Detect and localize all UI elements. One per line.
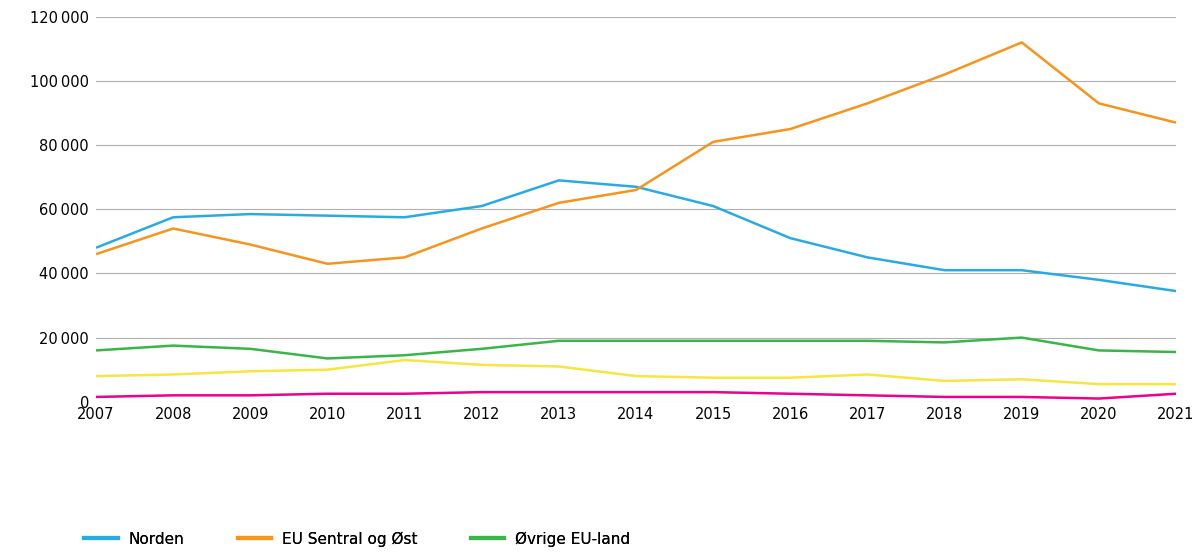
Andre land xyxy=(552,363,566,370)
Line: EU Sentral og Øst: EU Sentral og Øst xyxy=(96,42,1176,264)
Legend: Norden, EU Sentral og Øst, Øvrige EU-land: Norden, EU Sentral og Øst, Øvrige EU-lan… xyxy=(84,532,630,547)
Øst-Europa ellers xyxy=(89,393,103,400)
Øst-Europa ellers xyxy=(1092,395,1106,402)
Øvrige EU-land xyxy=(244,345,258,352)
Øvrige EU-land xyxy=(320,355,335,362)
Øst-Europa ellers xyxy=(629,389,643,396)
Øst-Europa ellers xyxy=(474,389,488,396)
Øst-Europa ellers xyxy=(937,393,952,400)
Andre land xyxy=(1169,381,1183,387)
Øst-Europa ellers xyxy=(784,391,798,397)
EU Sentral og Øst xyxy=(474,225,488,232)
EU Sentral og Øst xyxy=(937,71,952,78)
Andre land xyxy=(397,357,412,363)
Norden xyxy=(244,211,258,218)
Andre land xyxy=(1014,376,1028,383)
Øvrige EU-land xyxy=(89,347,103,354)
Øvrige EU-land xyxy=(784,338,798,344)
Øvrige EU-land xyxy=(1092,347,1106,354)
Norden xyxy=(784,235,798,242)
EU Sentral og Øst xyxy=(629,186,643,194)
Øvrige EU-land xyxy=(166,342,180,349)
Øst-Europa ellers xyxy=(552,389,566,396)
Øst-Europa ellers xyxy=(397,391,412,397)
EU Sentral og Øst xyxy=(784,126,798,132)
EU Sentral og Øst xyxy=(1014,39,1028,46)
Line: Norden: Norden xyxy=(96,180,1176,291)
Øvrige EU-land xyxy=(860,338,875,344)
Norden xyxy=(937,267,952,273)
Andre land xyxy=(320,366,335,373)
Andre land xyxy=(89,373,103,379)
EU Sentral og Øst xyxy=(552,199,566,206)
Line: Andre land: Andre land xyxy=(96,360,1176,384)
Andre land xyxy=(784,374,798,381)
Øst-Europa ellers xyxy=(320,391,335,397)
EU Sentral og Øst xyxy=(1169,119,1183,126)
Andre land xyxy=(706,374,720,381)
Norden xyxy=(89,244,103,251)
EU Sentral og Øst xyxy=(166,225,180,232)
Norden xyxy=(166,214,180,220)
Andre land xyxy=(937,378,952,384)
Øvrige EU-land xyxy=(552,338,566,344)
Norden xyxy=(629,184,643,190)
Norden xyxy=(397,214,412,220)
Øst-Europa ellers xyxy=(706,389,720,396)
Norden xyxy=(1169,288,1183,295)
EU Sentral og Øst xyxy=(244,241,258,248)
Øvrige EU-land xyxy=(937,339,952,346)
Andre land xyxy=(629,373,643,379)
Andre land xyxy=(244,368,258,374)
Andre land xyxy=(1092,381,1106,387)
Øvrige EU-land xyxy=(1014,334,1028,341)
Line: Øvrige EU-land: Øvrige EU-land xyxy=(96,338,1176,358)
EU Sentral og Øst xyxy=(706,138,720,145)
Øst-Europa ellers xyxy=(860,392,875,398)
Andre land xyxy=(474,362,488,368)
EU Sentral og Øst xyxy=(1092,100,1106,107)
Andre land xyxy=(166,371,180,378)
Øvrige EU-land xyxy=(629,338,643,344)
Andre land xyxy=(860,371,875,378)
Øvrige EU-land xyxy=(706,338,720,344)
Øst-Europa ellers xyxy=(1169,391,1183,397)
Norden xyxy=(1014,267,1028,273)
Norden xyxy=(552,177,566,184)
Norden xyxy=(706,203,720,209)
Øvrige EU-land xyxy=(1169,349,1183,355)
Øvrige EU-land xyxy=(474,345,488,352)
Øst-Europa ellers xyxy=(244,392,258,398)
EU Sentral og Øst xyxy=(89,251,103,258)
Øst-Europa ellers xyxy=(1014,393,1028,400)
EU Sentral og Øst xyxy=(397,254,412,261)
Norden xyxy=(320,213,335,219)
Line: Øst-Europa ellers: Øst-Europa ellers xyxy=(96,392,1176,398)
Øvrige EU-land xyxy=(397,352,412,359)
Norden xyxy=(1092,277,1106,283)
EU Sentral og Øst xyxy=(860,100,875,107)
Norden xyxy=(860,254,875,261)
Øst-Europa ellers xyxy=(166,392,180,398)
EU Sentral og Øst xyxy=(320,261,335,267)
Norden xyxy=(474,203,488,209)
